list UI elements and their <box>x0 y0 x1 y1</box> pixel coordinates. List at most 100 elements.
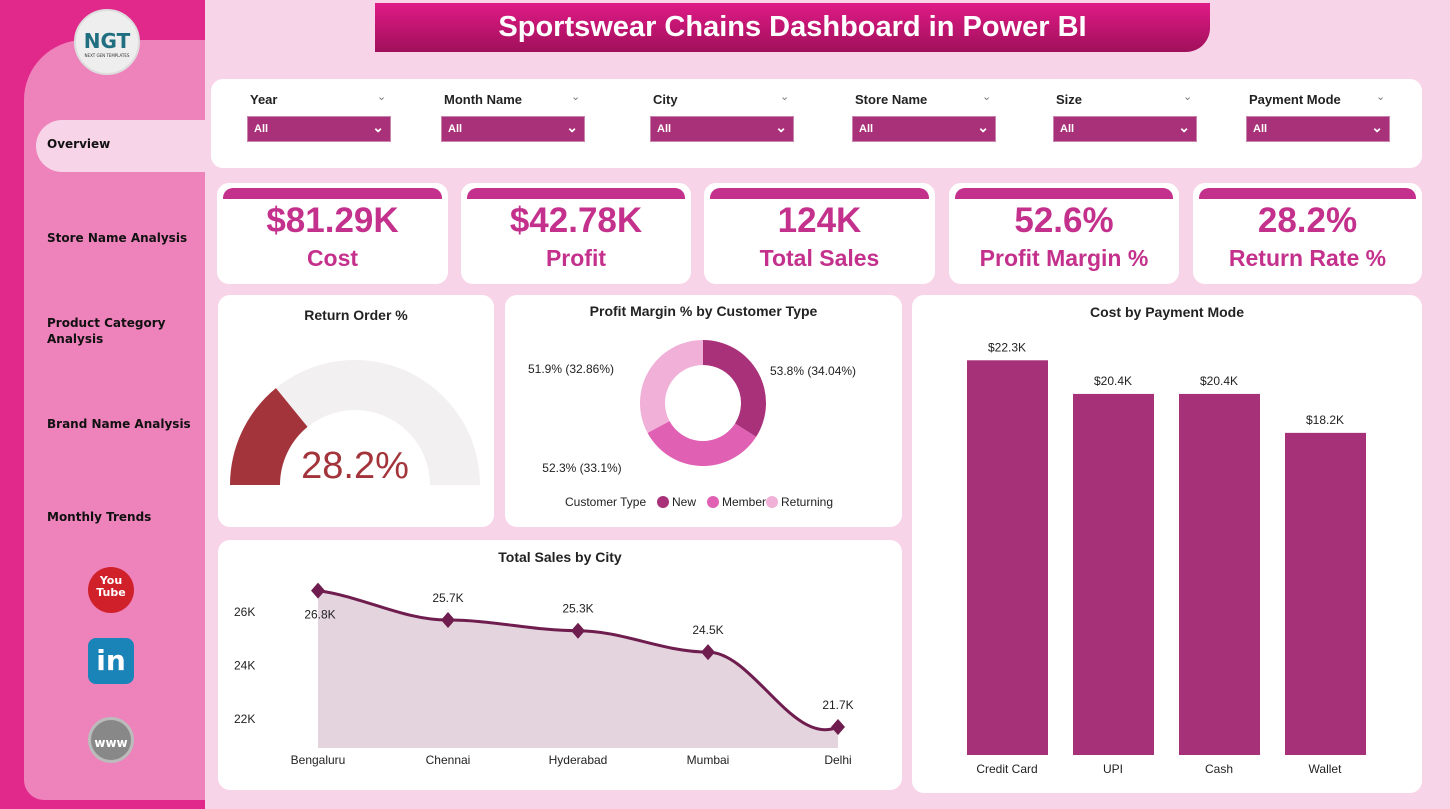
chevron-down-icon[interactable]: ⌄ <box>780 90 790 103</box>
kpi-accent-bar <box>710 188 929 199</box>
gauge-chart: 28.2% <box>230 360 480 487</box>
bar-data-label: $20.4K <box>1094 374 1132 388</box>
filter-size[interactable]: Size ⌄ All ⌄ <box>1053 90 1203 142</box>
bar-data-label: $22.3K <box>988 340 1026 354</box>
bar-cash <box>1179 393 1260 755</box>
kpi-value: $42.78K <box>509 201 643 240</box>
chart-title: Profit Margin % by Customer Type <box>589 303 818 319</box>
kpi-accent-bar <box>223 188 442 199</box>
sidebar-item-brand-name-analysis[interactable]: Brand Name Analysis <box>47 417 191 431</box>
area-fill <box>318 590 838 748</box>
x-tick-label: Bengaluru <box>291 753 346 767</box>
filter-value: All <box>1060 123 1075 135</box>
gauge-fill <box>230 388 308 485</box>
gauge-value: 28.2% <box>301 445 409 487</box>
filter-value: All <box>657 123 672 135</box>
legend-marker <box>766 496 778 508</box>
sidebar-item-monthly-trends[interactable]: Monthly Trends <box>47 510 152 524</box>
filter-dropdown[interactable]: All ⌄ <box>650 116 794 142</box>
x-tick-label: Hyderabad <box>549 753 608 767</box>
data-label: 25.3K <box>562 602 593 616</box>
kpi-accent-bar <box>467 188 685 199</box>
sidebar-item-overview-bg[interactable] <box>36 120 205 172</box>
data-label: 24.5K <box>692 623 723 637</box>
filter-label: Payment Mode <box>1249 92 1341 107</box>
y-tick-label: 26K <box>234 605 255 619</box>
filter-dropdown[interactable]: All ⌄ <box>1053 116 1197 142</box>
sidebar-item-overview[interactable]: Overview <box>47 137 111 151</box>
filter-payment-mode[interactable]: Payment Mode ⌄ All ⌄ <box>1246 90 1396 142</box>
donut-data-label: 52.3% (33.1%) <box>542 461 621 475</box>
x-tick-label: Mumbai <box>687 753 730 767</box>
x-tick-label: Delhi <box>824 753 851 767</box>
filter-dropdown[interactable]: All ⌄ <box>852 116 996 142</box>
kpi-label: Total Sales <box>759 245 880 271</box>
cost-by-payment-card: Cost by Payment Mode $22.3K Credit Card $2… <box>912 295 1422 793</box>
globe-icon[interactable]: www <box>88 717 134 763</box>
filter-label: Size <box>1056 92 1083 107</box>
filter-year[interactable]: Year ⌄ All ⌄ <box>247 90 397 142</box>
chevron-down-icon[interactable]: ⌄ <box>571 90 581 103</box>
kpi-label: Profit <box>545 245 607 271</box>
area-chart: 26K 24K 22K 26.8K Bengaluru 25.7K Chennai 25.3K… <box>234 582 854 767</box>
filter-panel <box>211 79 1422 168</box>
chevron-down-icon[interactable]: ⌄ <box>982 90 992 103</box>
chevron-down-icon[interactable]: ⌄ <box>1376 90 1386 103</box>
chevron-down-icon: ⌄ <box>977 119 989 135</box>
data-label: 25.7K <box>432 591 463 605</box>
filter-dropdown[interactable]: All ⌄ <box>441 116 585 142</box>
kpi-label: Cost <box>306 245 359 271</box>
filter-label: City <box>653 92 678 107</box>
data-point-marker <box>831 719 845 736</box>
youtube-icon[interactable]: You Tube <box>88 567 134 613</box>
x-tick-label: Cash <box>1205 762 1233 776</box>
sidebar-item-product-category-analysis[interactable]: Product Category Analysis <box>47 316 166 346</box>
chart-title: Cost by Payment Mode <box>1089 304 1245 320</box>
kpi-value: $81.29K <box>266 201 399 240</box>
legend-title: Customer Type <box>565 495 646 509</box>
filter-value: All <box>448 123 463 135</box>
filter-label: Year <box>250 92 278 107</box>
filter-value: All <box>254 123 269 135</box>
kpi-card-cost: $81.29K Cost <box>217 183 448 284</box>
donut-chart: 53.8% (34.04%) 52.3% (33.1%) 51.9% (32.86%… <box>528 340 856 509</box>
chevron-down-icon[interactable]: ⌄ <box>1183 90 1193 103</box>
legend-marker <box>657 496 669 508</box>
donut-slice-new <box>703 340 766 437</box>
kpi-value: 124K <box>777 201 862 240</box>
filter-label: Month Name <box>444 92 522 107</box>
linkedin-icon[interactable]: in <box>88 638 134 684</box>
filter-label: Store Name <box>855 92 928 107</box>
chevron-down-icon: ⌄ <box>775 119 787 135</box>
data-point-marker <box>701 644 715 661</box>
chevron-down-icon: ⌄ <box>566 119 578 135</box>
filter-value: All <box>859 123 874 135</box>
page-title: Sportswear Chains Dashboard in Power BI <box>375 3 1210 52</box>
sales-by-city-card: Total Sales by City 26K 24K 22K 26.8K Bengal… <box>218 540 902 790</box>
bar-wallet <box>1285 432 1366 755</box>
chevron-down-icon[interactable]: ⌄ <box>377 90 387 103</box>
legend-marker <box>707 496 719 508</box>
kpi-value: 28.2% <box>1257 201 1358 240</box>
donut-slice-returning <box>640 340 703 433</box>
chevron-down-icon: ⌄ <box>1178 119 1190 135</box>
filter-store-name[interactable]: Store Name ⌄ All ⌄ <box>852 90 1002 142</box>
filter-dropdown[interactable]: All ⌄ <box>1246 116 1390 142</box>
filter-dropdown[interactable]: All ⌄ <box>247 116 391 142</box>
chart-title: Return Order % <box>304 307 408 323</box>
kpi-card-profit: $42.78K Profit <box>461 183 691 284</box>
logo-text: NGT <box>83 29 131 53</box>
filter-month-name[interactable]: Month Name ⌄ All ⌄ <box>441 90 591 142</box>
sidebar-item-store-name-analysis[interactable]: Store Name Analysis <box>47 231 188 245</box>
bar-chart: $22.3K Credit Card $20.4K UPI $20.4K Cash $18.… <box>967 340 1366 776</box>
legend-item-member: Member <box>722 495 766 509</box>
legend-item-new: New <box>672 495 696 509</box>
donut-data-label: 53.8% (34.04%) <box>770 364 856 378</box>
data-point-marker <box>441 612 455 629</box>
kpi-accent-bar <box>955 188 1173 199</box>
profit-margin-card: Profit Margin % by Customer Type 53.8% (… <box>505 295 902 527</box>
filter-city[interactable]: City ⌄ All ⌄ <box>650 90 800 142</box>
bar-credit-card <box>967 360 1048 755</box>
x-tick-label: Credit Card <box>976 762 1037 776</box>
kpi-accent-bar <box>1199 188 1416 199</box>
